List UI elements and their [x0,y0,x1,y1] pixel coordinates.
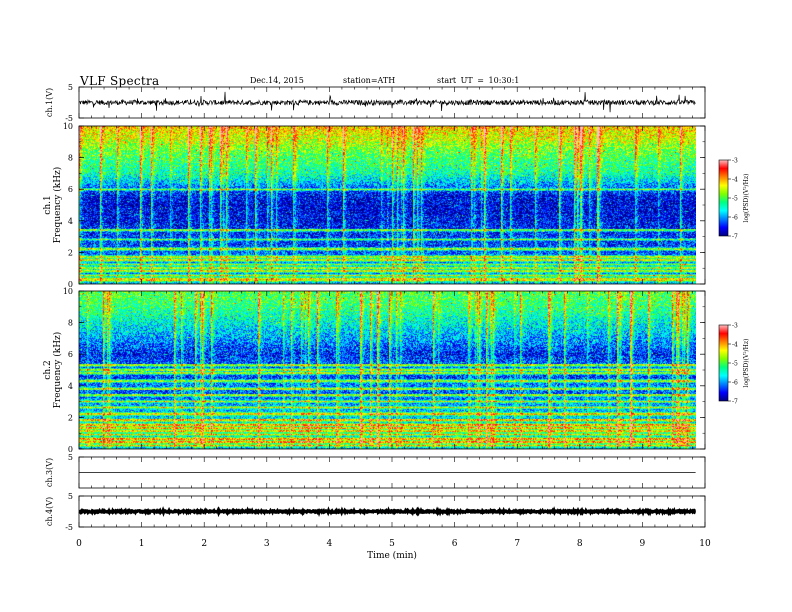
date-label: Dec.14, 2015 [250,76,304,85]
xtick-label-7: 7 [514,539,520,549]
chart-title: VLF Spectra [80,74,160,88]
xtick-label-2: 2 [201,539,207,549]
colorbar-2-tick-label: -5 [732,361,738,368]
spectrogram-2-heatmap [79,291,696,449]
panel-0-ytick-label: -5 [65,114,73,123]
panel-2-ytick-label: 8 [68,319,73,328]
colorbar-2 [718,324,729,402]
panel-1-ytick-label: 2 [68,248,73,257]
colorbar-1-tick-label: -6 [732,215,738,222]
colorbar-2-tick-label: -3 [732,323,738,330]
start-ut-label: start UT = 10:30:1 [437,76,520,85]
colorbar-1 [718,159,729,237]
colorbar-2-tick-label: -7 [732,399,738,406]
panel-1-ytick-label: 6 [68,185,73,194]
colorbar-1-tick-label: -5 [732,196,738,203]
waveform-0-trace [78,91,696,113]
panel-2-ytick-label: 4 [68,382,73,391]
spectrogram-1-heatmap [79,126,696,284]
panel-1-ytick-label: 10 [63,122,73,131]
panel-2-ytick-label: 0 [68,445,73,454]
panel-0-ylabel: ch.1(V) [45,88,54,117]
colorbar-1-tick-label: -4 [732,177,738,184]
xtick-label-10: 10 [699,539,711,549]
panel-4-ylabel: ch.4(V) [45,497,54,526]
colorbar-1-label: log(PSD)(V²/Hz) [743,174,750,223]
xtick-label-1: 1 [139,539,145,549]
panel-3-ytick-label: 5 [68,453,73,462]
panel-2-ytick-label: 2 [68,413,73,422]
panel-2-ylabel: Frequency (kHz) [52,332,63,409]
xtick-label-4: 4 [327,539,333,549]
panel-0-ytick-label: 5 [68,83,73,92]
colorbar-2-tick-label: -6 [732,380,738,387]
panel-1-ytick-label: 8 [68,154,73,163]
panel-4-ytick-label: -5 [65,523,73,532]
station-label: station=ATH [343,76,396,85]
xtick-label-3: 3 [264,539,270,549]
panel-2-ytick-label: 10 [63,287,73,296]
panel-2-ytick-label: 6 [68,350,73,359]
xtick-label-6: 6 [452,539,458,549]
x-axis-label: Time (min) [367,550,417,561]
xtick-label-9: 9 [640,539,646,549]
panel-1-ytick-label: 0 [68,280,73,289]
xtick-label-8: 8 [577,539,583,549]
colorbar-1-tick-label: -7 [732,234,738,241]
panel-2-channel-label: ch.2 [43,360,53,379]
panel-1-ylabel: Frequency (kHz) [52,167,63,244]
colorbar-2-label: log(PSD)(V²/Hz) [743,339,750,388]
colorbar-2-tick-label: -4 [732,342,738,349]
xtick-label-5: 5 [389,539,395,549]
colorbar-1-tick-label: -3 [732,158,738,165]
panel-1-channel-label: ch.1 [43,195,53,214]
xtick-label-0: 0 [76,539,82,549]
waveform-4-trace [78,506,697,518]
panel-4-ytick-label: 5 [68,492,73,501]
panel-3-ylabel: ch.3(V) [45,458,54,487]
panel-1-ytick-label: 4 [68,217,73,226]
